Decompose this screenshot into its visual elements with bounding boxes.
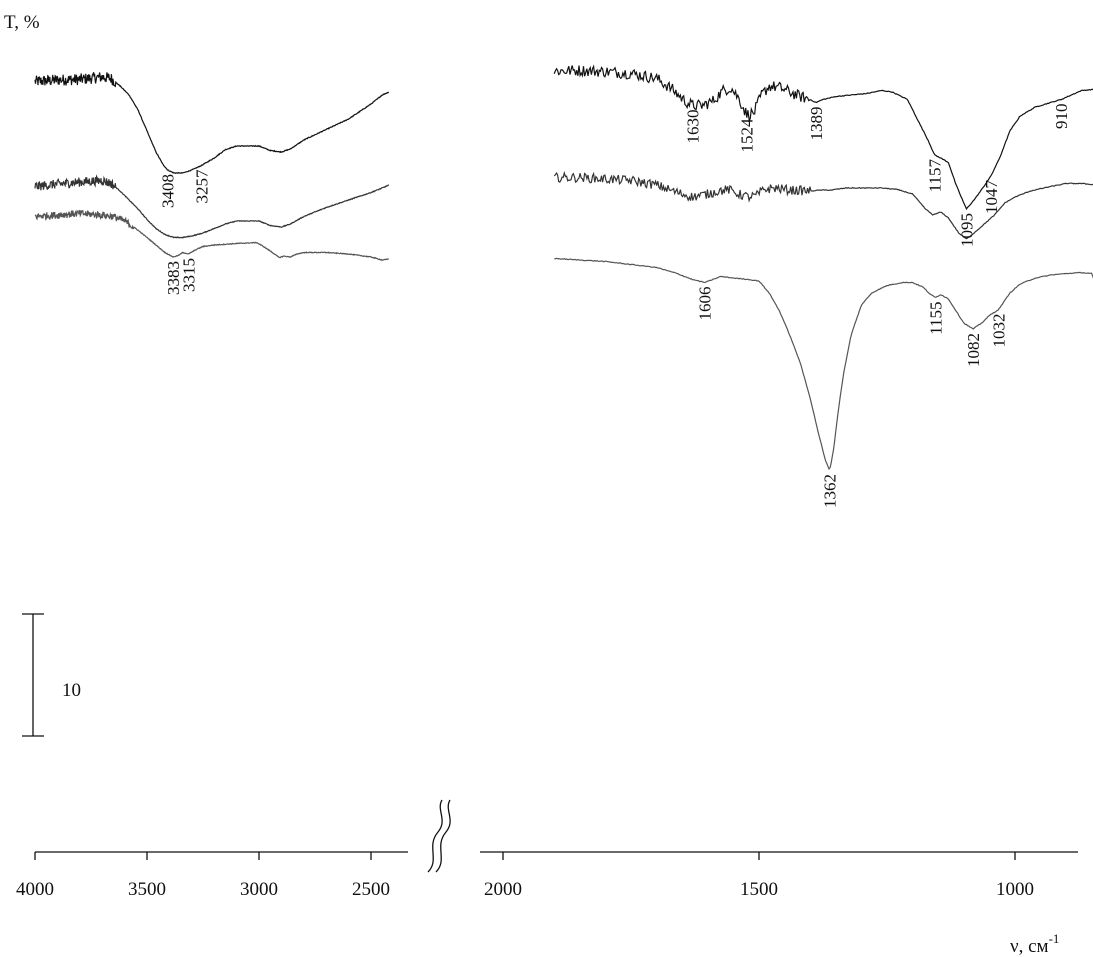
tick-label-1500: 1500: [740, 879, 778, 900]
spectra-curves: [34, 64, 1093, 471]
scale-bar-label: 10: [62, 680, 81, 701]
x-axis-title: ν, см-1: [1010, 931, 1059, 957]
tick-label-1000: 1000: [996, 879, 1034, 900]
peak-label-1157: 1157: [926, 159, 945, 193]
peak-label-1082: 1082: [964, 333, 983, 367]
peak-label-1389: 1389: [807, 107, 826, 141]
scale-bar: [22, 613, 44, 737]
curve-3-left: [34, 209, 390, 261]
axis-break-mark: [427, 799, 451, 873]
x-axis-title-text: ν, см: [1010, 936, 1049, 957]
curve-3-right: [554, 257, 1093, 471]
curve-1-right: [553, 64, 1093, 211]
peak-label-1362: 1362: [821, 474, 840, 508]
tick-label-3500: 3500: [128, 879, 166, 900]
peak-label-3408: 3408: [159, 174, 178, 208]
curve-2-left: [34, 174, 390, 239]
peak-labels: 3408 3257 1630 1524 1389 1157 1095 1047 910 33833…: [159, 104, 1093, 509]
peak-label-3383: 3383: [164, 261, 183, 295]
y-axis-title: T, %: [4, 12, 40, 33]
tick-label-2000: 2000: [484, 879, 522, 900]
peak-label-1047: 1047: [982, 180, 1001, 215]
peak-label-1524: 1524: [738, 118, 757, 153]
peak-label-3257: 3257: [192, 169, 211, 204]
peak-label-1606: 1606: [696, 287, 715, 321]
peak-label-1155: 1155: [927, 302, 946, 335]
peak-label-1630: 1630: [683, 110, 702, 144]
peak-label-3315: 3315: [179, 258, 198, 292]
tick-label-3000: 3000: [240, 879, 278, 900]
tick-label-4000: 4000: [16, 879, 54, 900]
x-ticks: 4000350030002500200015001000500: [16, 852, 1034, 900]
peak-label-910: 910: [1052, 104, 1071, 130]
tick-label-2500: 2500: [352, 879, 390, 900]
x-axis-title-superscript: -1: [1049, 931, 1060, 946]
curve-1-left: [34, 72, 390, 175]
peak-label-835: 835: [1091, 289, 1093, 315]
peak-label-1032: 1032: [990, 314, 1009, 348]
axis-break-stroke-2: [435, 799, 451, 873]
axis-break-stroke-1: [427, 799, 443, 873]
peak-label-1095: 1095: [957, 213, 976, 247]
curve-2-right: [553, 170, 1093, 240]
